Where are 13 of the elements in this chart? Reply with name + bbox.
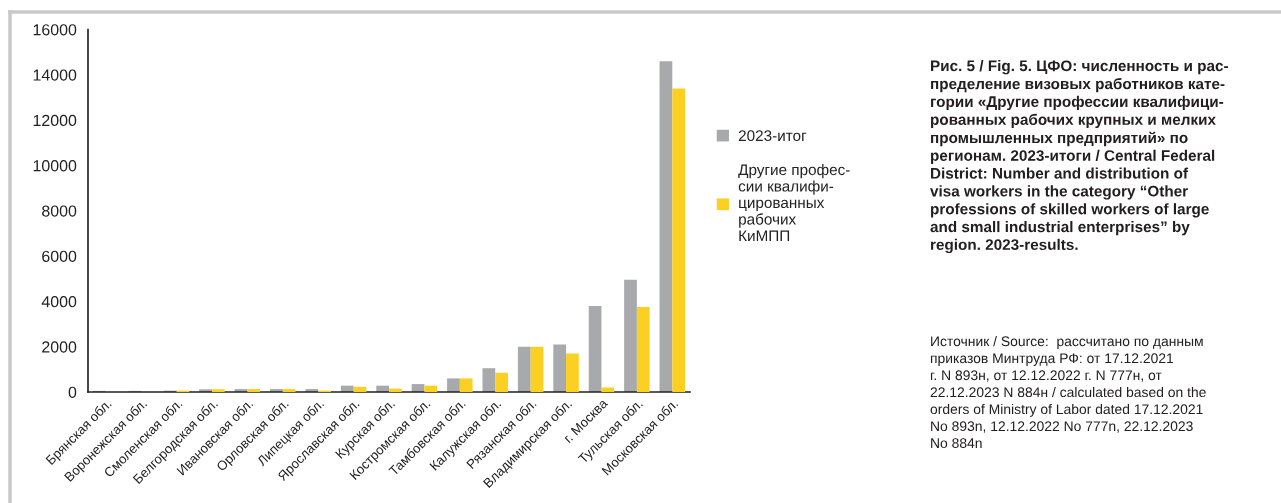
y-tick-label: 0 <box>68 386 77 398</box>
y-tick-label: 2000 <box>42 341 77 353</box>
text: Источник / Source: рассчитано по данным приказов Минтруда РФ: от 17.12.2021 г. N 893н, от 12.12.2022 г. N 777н, от 22.12.2023 N 884н / calculated based on the orders of Ministry of Labor dated 17.12.2021 No 893n, 12.12.2022 No 777n, 22.12.2023 No 884n <box>930 336 1206 449</box>
legend-label: Другие профес- сии квалифи- цированных рабочих КиМПП <box>738 163 850 241</box>
y-tick-label: 10000 <box>33 160 77 172</box>
legend-label: 2023-итог <box>738 130 807 142</box>
y-tick-label: 14000 <box>33 69 77 81</box>
y-tick-label: 6000 <box>42 250 77 263</box>
y-tick-label: 12000 <box>33 114 77 127</box>
y-tick-label: 4000 <box>41 296 77 308</box>
y-tick-label: 8000 <box>42 205 77 217</box>
y-tick-label: 16000 <box>33 24 77 36</box>
chart-title: Рис. 5 / Fig. 5. ЦФО: численность и рас- пределение визовых работников кате- гории «Другие профессии квалифици- рованных рабочих крупных и мелких промышленных предприятий» по регионам. 2023-итоги / Central Federal District: Number and distribution of visa workers in the category “Other professions of skilled workers of large and small industrial enterprises” by region. 2023-results. <box>930 60 1228 254</box>
